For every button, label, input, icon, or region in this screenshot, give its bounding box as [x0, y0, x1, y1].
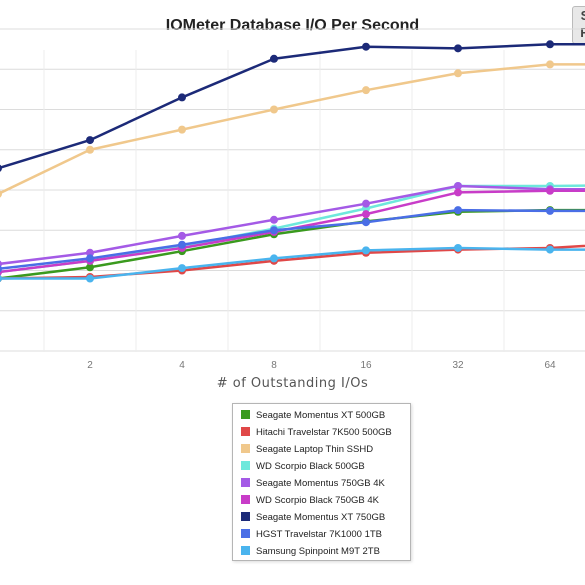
- legend-label: Samsung Spinpoint M9T 2TB: [256, 546, 380, 557]
- chart-title: IOMeter Database I/O Per Second: [165, 17, 420, 34]
- x-tick-label: 8: [271, 360, 277, 371]
- series-samsung-spinpoint-m9t-2tb: [0, 243, 585, 283]
- legend-item: Seagate Momentus XT 750GB: [241, 509, 385, 526]
- series-hgst-travelstar-7k1000-1tb: [0, 206, 585, 273]
- data-point: [86, 274, 94, 283]
- data-point: [546, 245, 554, 254]
- data-point: [362, 246, 370, 255]
- legend-item: Seagate Momentus 750GB 4K: [241, 475, 385, 492]
- legend-swatch: [241, 545, 250, 555]
- legend-label: Seagate Momentus XT 750GB: [256, 512, 386, 523]
- legend-swatch: [241, 528, 250, 538]
- data-point: [454, 206, 462, 215]
- data-point: [270, 254, 278, 263]
- legend-swatch: [241, 460, 250, 470]
- data-point: [546, 40, 554, 49]
- data-point: [0, 275, 2, 283]
- data-point: [178, 264, 186, 273]
- series-lines: [0, 40, 585, 283]
- legend-swatch: [241, 511, 250, 521]
- x-tick-label: 4: [179, 360, 185, 371]
- legend-swatch: [241, 426, 250, 436]
- series-line: [0, 184, 585, 266]
- series-line: [0, 43, 585, 169]
- data-point: [454, 44, 462, 53]
- data-point: [362, 218, 370, 227]
- legend-item: WD Scorpio Black 500GB: [241, 458, 365, 475]
- legend-swatch: [241, 494, 250, 504]
- x-tick-label: 32: [452, 360, 464, 371]
- data-point: [270, 226, 278, 235]
- data-point: [270, 105, 278, 114]
- data-point: [0, 164, 2, 172]
- x-tick-label: 16: [360, 360, 372, 371]
- legend-label: Hitachi Travelstar 7K500 500GB: [256, 427, 392, 438]
- legend-label: HGST Travelstar 7K1000 1TB: [256, 529, 383, 540]
- data-point: [454, 243, 462, 252]
- series-line: [0, 246, 585, 280]
- data-point: [86, 263, 94, 272]
- legend-label: Seagate Momentus 750GB 4K: [256, 478, 385, 489]
- data-point: [546, 60, 554, 69]
- legend-item: Samsung Spinpoint M9T 2TB: [241, 543, 380, 560]
- legend-swatch: [241, 477, 250, 487]
- data-point: [454, 181, 462, 190]
- data-point: [86, 145, 94, 154]
- data-point: [362, 199, 370, 208]
- legend-label: WD Scorpio Black 750GB 4K: [256, 495, 380, 506]
- data-point: [362, 42, 370, 51]
- data-point: [86, 248, 94, 257]
- x-tick-label: 64: [544, 360, 556, 371]
- series-seagate-laptop-thin-sshd: [0, 60, 585, 198]
- data-point: [178, 240, 186, 249]
- data-point: [362, 86, 370, 95]
- series-line: [0, 189, 585, 274]
- legend: Seagate Momentus XT 500GB Hitachi Travels…: [232, 403, 411, 561]
- data-point: [546, 186, 554, 195]
- series-seagate-momentus-xt-750gb: [0, 40, 585, 172]
- legend-swatch: [241, 409, 250, 419]
- legend-label: Seagate Laptop Thin SSHD: [256, 444, 374, 455]
- legend-item: HGST Travelstar 7K1000 1TB: [241, 526, 382, 543]
- legend-item: Seagate Laptop Thin SSHD: [241, 441, 373, 458]
- series-line: [0, 208, 585, 270]
- data-point: [0, 190, 2, 198]
- x-axis: 2 4 8 16 32 64: [87, 360, 556, 371]
- data-point: [270, 54, 278, 63]
- data-point: [454, 188, 462, 197]
- data-point: [362, 210, 370, 219]
- legend-item: Seagate Momentus XT 500GB: [241, 407, 385, 424]
- data-point: [86, 136, 94, 145]
- data-point: [86, 254, 94, 263]
- data-point: [270, 215, 278, 224]
- data-point: [454, 69, 462, 78]
- data-point: [178, 125, 186, 134]
- x-tick-label: 2: [87, 360, 93, 371]
- legend-swatch: [241, 443, 250, 453]
- legend-item: Hitachi Travelstar 7K500 500GB: [241, 424, 392, 441]
- series-line: [0, 63, 585, 195]
- data-point: [178, 93, 186, 102]
- data-point: [178, 231, 186, 240]
- data-point: [0, 265, 2, 273]
- x-axis-label: # of Outstanding I/Os: [216, 376, 369, 391]
- legend-label: WD Scorpio Black 500GB: [256, 461, 365, 472]
- legend-item: WD Scorpio Black 750GB 4K: [241, 492, 379, 509]
- legend-label: Seagate Momentus XT 500GB: [256, 410, 386, 421]
- data-point: [546, 206, 554, 215]
